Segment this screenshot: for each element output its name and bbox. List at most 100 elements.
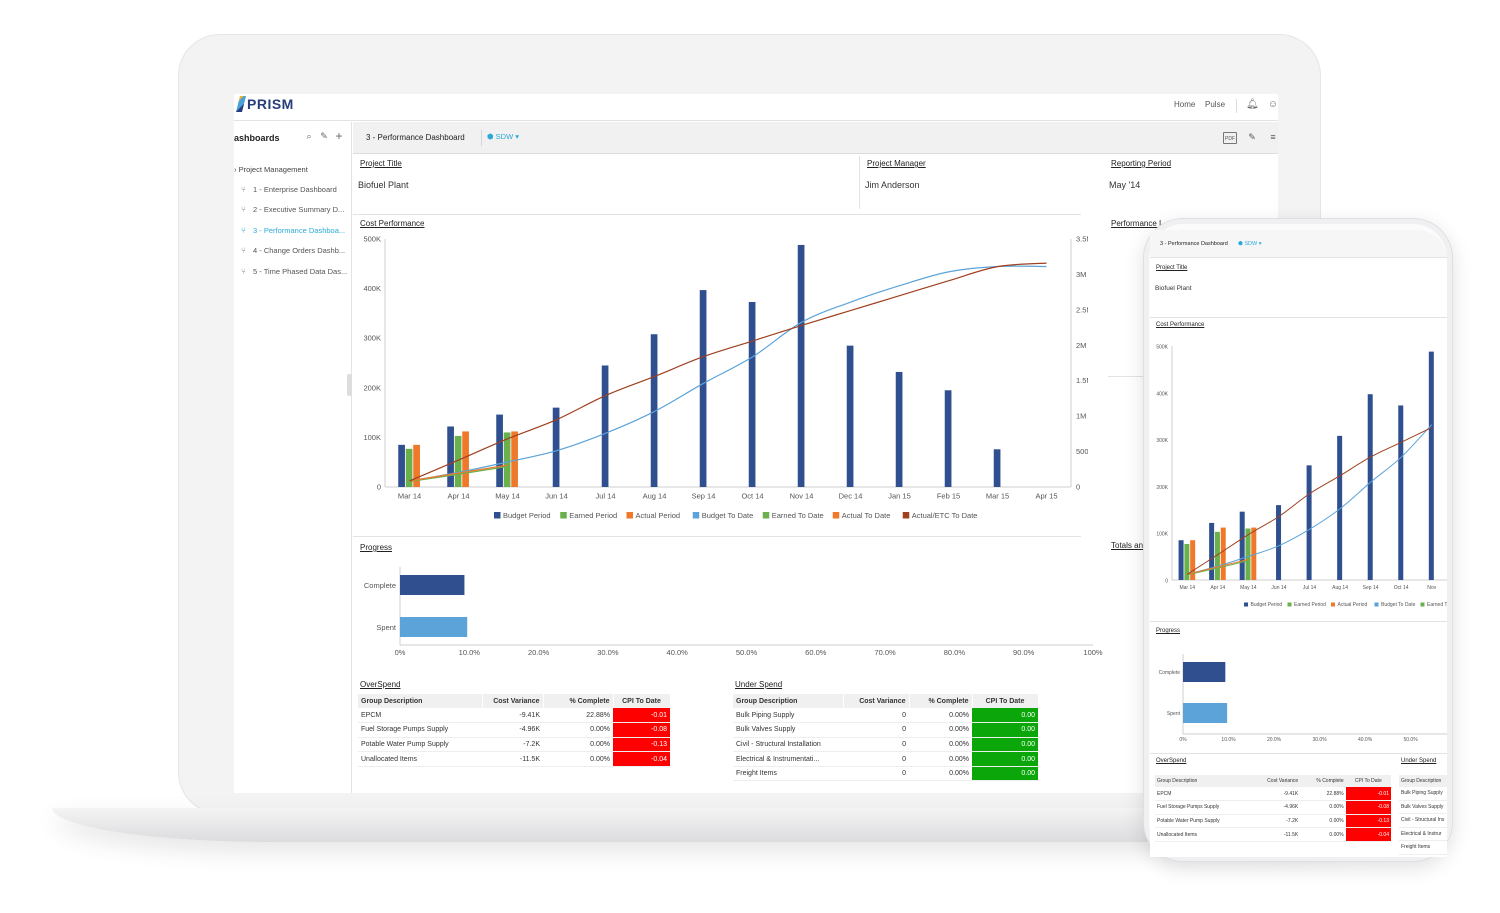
pdf-export-icon[interactable]: PDF	[1223, 132, 1237, 144]
sidebar-item-label: 5 - Time Phased Data Das...	[253, 267, 348, 276]
column-header[interactable]: Group Description	[1399, 775, 1447, 787]
x-tick-label: Jan 15	[888, 492, 911, 501]
dashboard-content: Project Title Biofuel Plant Project Mana…	[353, 155, 1278, 793]
column-header[interactable]: Cost Variance	[843, 694, 910, 708]
x-tick-label: 10.0%	[1221, 737, 1236, 743]
list-item[interactable]: Electrical & Instrur	[1399, 828, 1447, 842]
y-tick-label: 0	[377, 483, 381, 492]
project-title-label: Project Title	[360, 159, 402, 168]
cpi-cell: 0.00	[972, 751, 1038, 767]
table-row[interactable]: Freight Items 0 0.00% 0.00	[733, 766, 1038, 782]
sidebar-item-executive[interactable]: ⑂ 2 - Executive Summary D...	[241, 205, 349, 214]
column-header[interactable]: Group Description	[1155, 775, 1249, 787]
sidebar-item-change-orders[interactable]: ⑂ 4 - Change Orders Dashb...	[241, 246, 349, 255]
section-divider	[353, 536, 1081, 537]
reporting-period-value: May '14	[1109, 180, 1141, 190]
table-row[interactable]: Unallocated Items -11.5K 0.00% -0.04	[1155, 827, 1391, 842]
x-tick-label: Mar 14	[398, 492, 421, 501]
line-budget-to-date	[409, 265, 1047, 482]
table-row[interactable]: Potable Water Pump Supply -7.2K 0.00% -0.13	[1155, 814, 1391, 829]
sidebar-item-enterprise[interactable]: ⑂ 1 - Enterprise Dashboard	[241, 185, 349, 194]
progress-bar-spent	[400, 617, 468, 637]
mobile-overspend-table: Group Description Cost Variance % Comple…	[1155, 775, 1391, 842]
list-item[interactable]: Bulk Piping Supply	[1399, 787, 1447, 801]
x-tick-label: Oct 14	[1394, 585, 1409, 591]
x-tick-label: Oct 14	[741, 492, 763, 501]
legend-label: Earned Period	[569, 511, 617, 520]
mobile-project-title-label: Project Title	[1156, 265, 1188, 271]
column-header[interactable]: % Complete	[543, 694, 614, 708]
menu-icon[interactable]: ≡	[1270, 132, 1276, 142]
y-tick-label: 400K	[1156, 391, 1168, 397]
table-row[interactable]: EPCM -9.41K 22.88% -0.01	[358, 708, 670, 724]
column-header[interactable]: % Complete	[909, 694, 973, 708]
project-manager-value: Jim Anderson	[865, 180, 920, 190]
nav-home-link[interactable]: Home	[1174, 100, 1196, 109]
x-tick-label: 40.0%	[667, 648, 689, 657]
bell-icon[interactable]: 🔔︎	[1246, 99, 1259, 110]
column-header[interactable]: Group Description	[358, 694, 483, 708]
bar-budget-period	[993, 449, 1001, 487]
bar-budget-period	[846, 345, 854, 487]
column-header[interactable]: Cost Variance	[1248, 775, 1301, 787]
table-row[interactable]: EPCM -9.41K 22.88% -0.01	[1155, 787, 1391, 802]
mobile-dashboard-title: 3 - Performance Dashboard	[1160, 241, 1228, 247]
search-icon[interactable]: ⌕	[306, 131, 312, 141]
group-cell: Bulk Valves Supply	[733, 722, 843, 738]
table-row[interactable]: Bulk Piping Supply 0 0.00% 0.00	[733, 708, 1038, 724]
x-tick-label: 100%	[1083, 648, 1103, 657]
group-cell: Unallocated Items	[358, 751, 482, 767]
edit-icon[interactable]: ✎	[320, 131, 328, 141]
y2-tick-label: 0	[1076, 483, 1080, 492]
variance-cell: -4.96K	[482, 722, 543, 738]
totals-label: Totals an	[1111, 541, 1144, 550]
add-icon[interactable]: +	[335, 129, 343, 143]
cpi-cell: -0.13	[1345, 814, 1391, 829]
sidebar-item-time-phased[interactable]: ⑂ 5 - Time Phased Data Das...	[241, 267, 349, 276]
sidebar-item-performance[interactable]: ⑂ 3 - Performance Dashboa...	[241, 226, 349, 235]
column-header[interactable]: % Complete	[1300, 775, 1346, 787]
x-tick-label: Mar 15	[986, 492, 1009, 501]
y2-tick-label: 2.5M	[1076, 305, 1088, 314]
x-tick-label: 50.0%	[1403, 737, 1418, 743]
cpi-cell: -0.01	[613, 708, 670, 724]
table-row[interactable]: Fuel Storage Pumps Supply -4.96K 0.00% -0.0…	[1155, 800, 1391, 815]
column-header[interactable]: CPI To Date	[613, 694, 671, 708]
underspend-label: Under Spend	[735, 680, 783, 689]
column-header[interactable]: CPI To Date	[1345, 775, 1391, 787]
pencil-icon[interactable]: ✎	[1248, 132, 1256, 142]
mobile-sdw-filter[interactable]: ⬢ SDW ▾	[1238, 241, 1261, 247]
column-header[interactable]: Group Description	[733, 694, 844, 708]
table-row[interactable]: Fuel Storage Pumps Supply -4.96K 0.00% -0.0…	[358, 722, 670, 738]
prism-logo[interactable]: PRISM	[236, 96, 294, 112]
x-tick-label: Dec 14	[839, 492, 863, 501]
table-row[interactable]: Bulk Valves Supply 0 0.00% 0.00	[733, 722, 1038, 738]
bar-actual-period	[462, 431, 469, 487]
section-divider	[1150, 317, 1447, 318]
line-actual-etc-to-date	[1187, 427, 1432, 575]
sdw-filter-dropdown[interactable]: ⬢ SDW ▾	[487, 132, 519, 141]
table-row[interactable]: Potable Water Pump Supply -7.2K 0.00% -0.13	[358, 737, 670, 753]
table-row[interactable]: Electrical & Instrumentati... 0 0.00% 0.00	[733, 751, 1038, 767]
table-row[interactable]: Unallocated Items -11.5K 0.00% -0.04	[358, 751, 670, 767]
table-row[interactable]: Civil - Structural Installation 0 0.00% 0.0…	[733, 737, 1038, 753]
cpi-cell: 0.00	[972, 766, 1038, 782]
list-item[interactable]: Freight Items	[1399, 841, 1447, 855]
x-tick-label: Sep 14	[692, 492, 716, 501]
overspend-label: OverSpend	[360, 680, 401, 689]
x-tick-label: Aug 14	[1332, 585, 1348, 591]
complete-cell: 0.00%	[909, 751, 972, 767]
sidebar-group-project-management[interactable]: › Project Management	[234, 165, 308, 174]
column-header[interactable]: Cost Variance	[482, 694, 544, 708]
y2-tick-label: 1.5M	[1076, 376, 1088, 385]
nav-pulse-link[interactable]: Pulse	[1205, 100, 1226, 109]
y-tick-label: 0	[1165, 579, 1168, 585]
x-tick-label: Feb 15	[937, 492, 960, 501]
list-item[interactable]: Bulk Valves Supply	[1399, 801, 1447, 815]
group-cell: Bulk Piping Supply	[733, 708, 843, 724]
reporting-period-label: Reporting Period	[1111, 159, 1172, 168]
sidebar-resize-handle[interactable]	[347, 374, 352, 396]
column-header[interactable]: CPI To Date	[972, 694, 1039, 708]
user-icon[interactable]: ☺	[1267, 99, 1278, 110]
list-item[interactable]: Civil - Structural Ins	[1399, 814, 1447, 828]
